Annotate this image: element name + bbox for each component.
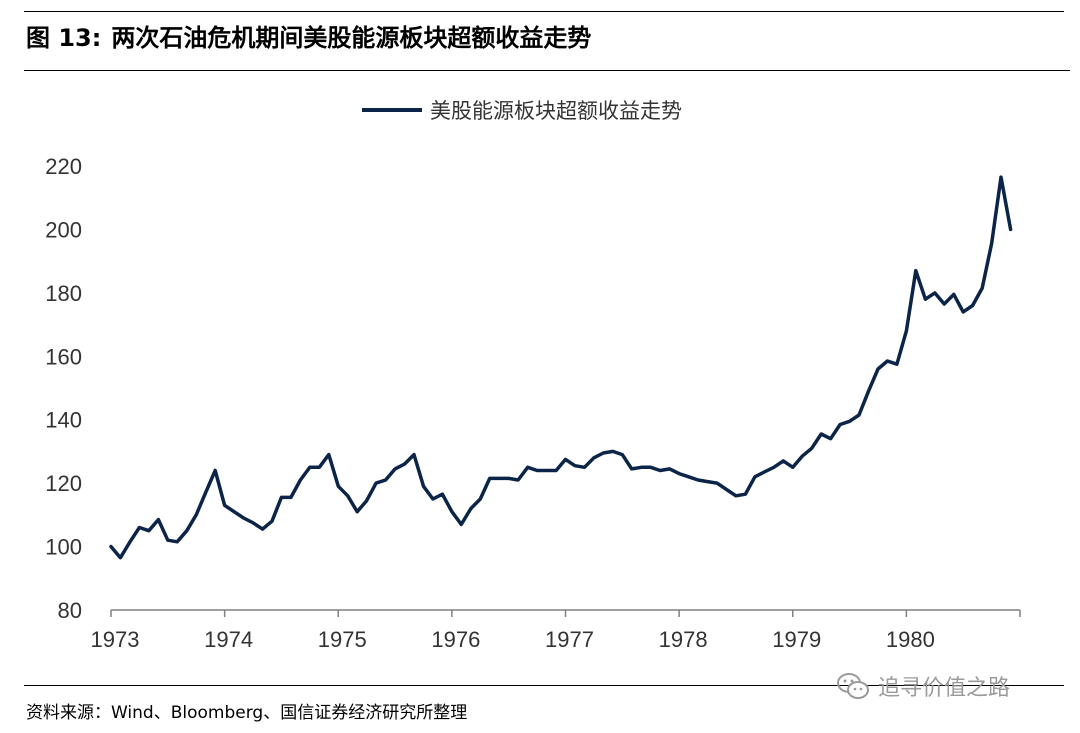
x-tick-label: 1974 — [204, 627, 253, 652]
x-tick-label: 1978 — [659, 627, 708, 652]
figure-label: 图 13: — [26, 24, 102, 52]
x-tick-label: 1977 — [545, 627, 594, 652]
y-tick-label: 80 — [58, 598, 82, 623]
y-tick-label: 220 — [45, 154, 82, 179]
x-tick-label: 1975 — [318, 627, 367, 652]
watermark: 追寻价值之路 — [836, 666, 1010, 706]
y-tick-label: 200 — [45, 217, 82, 242]
wechat-icon — [837, 673, 869, 699]
x-tick-label: 1979 — [772, 627, 821, 652]
figure-title: 图 13: 两次石油危机期间美股能源板块超额收益走势 — [26, 20, 591, 56]
watermark-text: 追寻价值之路 — [878, 676, 1011, 701]
x-tick-label: 1976 — [431, 627, 480, 652]
y-tick-label: 100 — [45, 535, 82, 560]
series-layer — [109, 175, 1013, 560]
x-axis: 1973 1974 1975 1976 1977 1978 1979 1980 — [91, 609, 1021, 652]
y-tick-label: 180 — [45, 281, 82, 306]
line-chart: 美股能源板块超额收益走势 80 100 120 140 160 180 200 220 197… — [45, 99, 1021, 652]
bottom-rule — [24, 685, 1064, 686]
series-line — [109, 175, 1013, 560]
x-tick-label: 1980 — [886, 627, 935, 652]
x-tick-label: 1973 — [91, 627, 140, 652]
title-rule — [24, 70, 1070, 71]
y-tick-label: 120 — [45, 471, 82, 496]
source-note: 资料来源：Wind、Bloomberg、国信证券经济研究所整理 — [26, 703, 468, 723]
y-tick-label: 140 — [45, 408, 82, 433]
chart-legend: 美股能源板块超额收益走势 — [362, 99, 682, 123]
legend-label: 美股能源板块超额收益走势 — [430, 99, 682, 123]
y-tick-label: 160 — [45, 344, 82, 369]
figure-title-text: 两次石油危机期间美股能源板块超额收益走势 — [111, 24, 592, 52]
top-rule — [24, 11, 1064, 12]
y-axis: 80 100 120 140 160 180 200 220 — [45, 154, 82, 623]
